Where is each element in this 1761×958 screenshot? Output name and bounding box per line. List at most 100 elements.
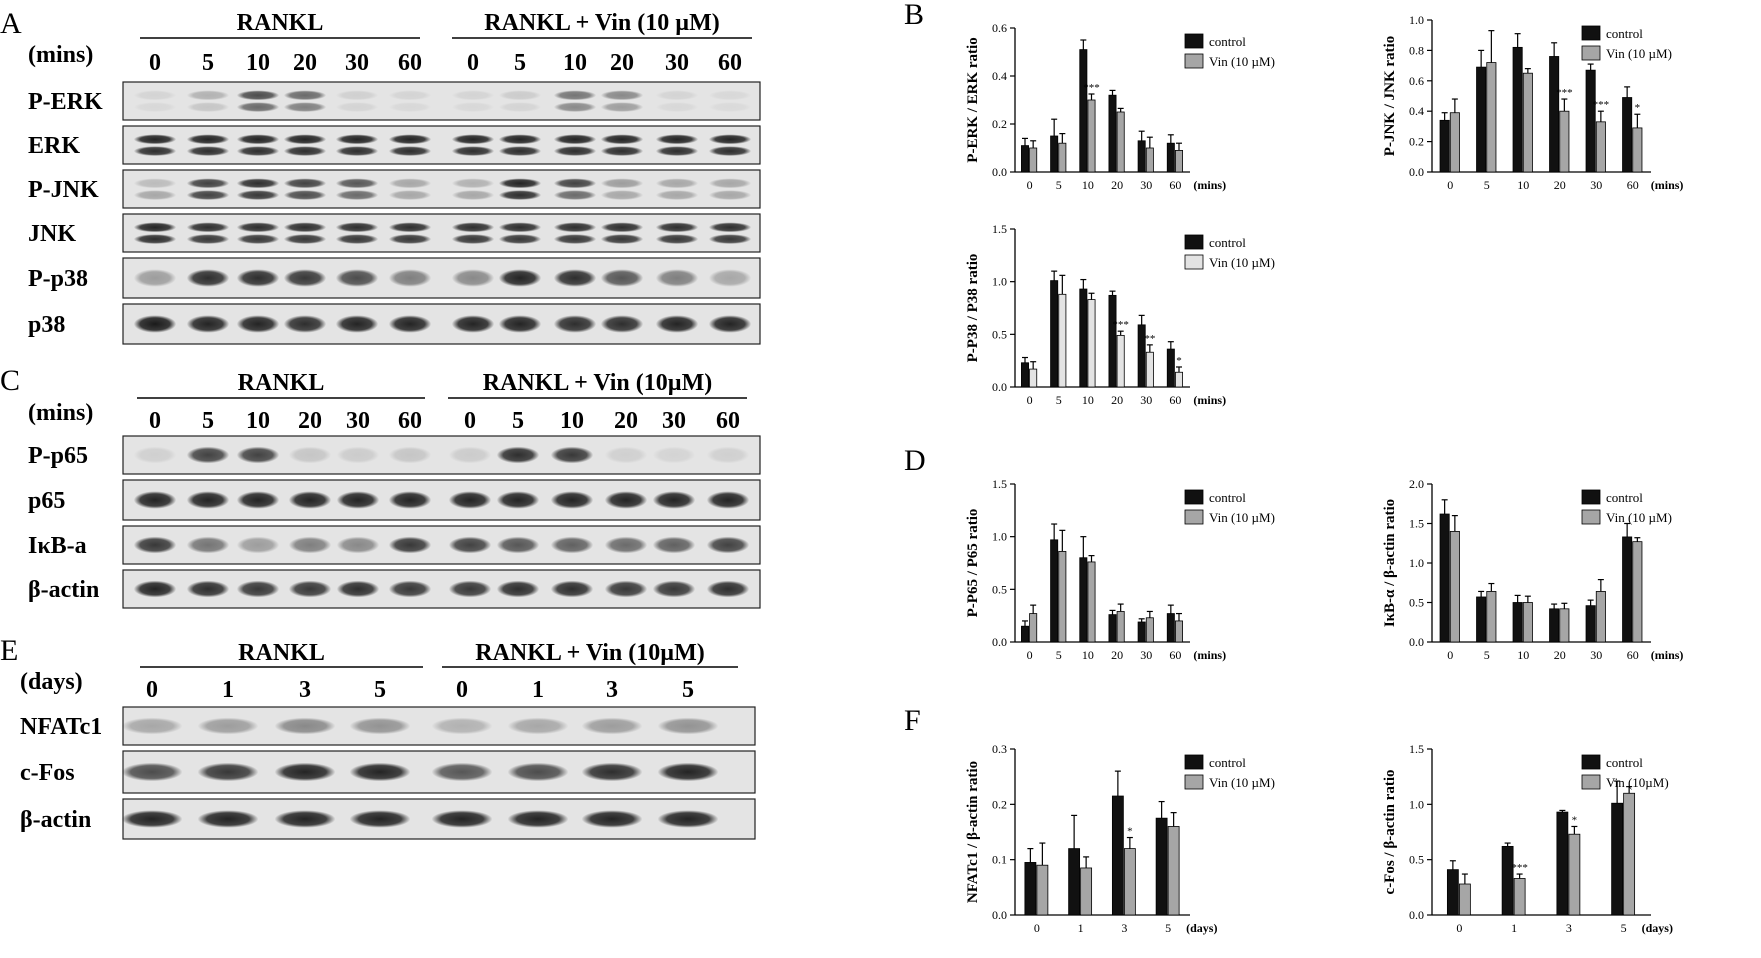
bar-vin	[1087, 99, 1096, 173]
y-tick-label: 1.0	[992, 275, 1007, 289]
x-unit-label: (days)	[1642, 921, 1673, 935]
blot-band	[708, 134, 752, 145]
blot-band	[335, 146, 379, 157]
blot-band	[288, 580, 332, 598]
blot-band	[553, 269, 597, 287]
bar-control	[1108, 294, 1117, 388]
bar-vin	[1116, 111, 1125, 173]
panel-letter-d: D	[904, 444, 926, 477]
blot-band	[133, 146, 177, 157]
blot-band	[133, 491, 177, 509]
x-unit-label: (mins)	[1193, 648, 1226, 662]
blot-band	[236, 190, 280, 201]
y-tick-label: 1.0	[1409, 13, 1424, 27]
blot-band	[133, 222, 177, 233]
blot-band	[600, 269, 644, 287]
blot-band	[655, 178, 699, 189]
chart-body: 0.0 0.1 0.2 0.3 NFATc1 / β-actin ratio 0 1 3 * 5 (…	[965, 742, 1275, 935]
blot-band	[349, 810, 411, 828]
blot-band	[706, 446, 750, 464]
bar-control	[1137, 140, 1146, 173]
blot-band	[388, 134, 432, 145]
blot-band	[388, 146, 432, 157]
blot-band	[553, 102, 597, 113]
lane-time-label: 0	[146, 677, 158, 703]
blot-band	[431, 810, 493, 828]
blot-band	[498, 178, 542, 189]
significance-mark: **	[1144, 333, 1155, 345]
bar-vin	[1029, 613, 1038, 643]
blot-panel-c: RANKL RANKL + Vin (10µM) (mins) 0 5 10 20 30 60 0…	[28, 370, 761, 609]
bar-vin	[1632, 541, 1643, 643]
blot-band	[288, 491, 332, 509]
legend-label: control	[1606, 490, 1643, 505]
blot-band	[600, 234, 644, 245]
bar-vin	[1087, 299, 1096, 388]
blot-band	[388, 234, 432, 245]
blot-band	[655, 102, 699, 113]
significance-mark: ***	[1083, 82, 1100, 94]
blot-band	[197, 717, 259, 735]
blot-row-label: P-ERK	[28, 89, 103, 115]
legend-label: Vin (10 µM)	[1606, 510, 1672, 525]
blot-band	[507, 717, 569, 735]
y-tick-label: 0.0	[992, 635, 1007, 649]
blot-band	[349, 762, 411, 782]
blot-row-label: P-p38	[28, 266, 88, 292]
legend-label: control	[1209, 235, 1246, 250]
bar-control	[1050, 135, 1059, 173]
legend-swatch	[1581, 754, 1601, 770]
blot-band	[451, 102, 495, 113]
x-tick-label: 5	[1484, 178, 1490, 192]
bar-vin	[1116, 334, 1125, 388]
blot-band	[431, 762, 493, 782]
y-tick-label: 0.4	[1409, 104, 1424, 118]
blot-band	[236, 178, 280, 189]
x-tick-label: 5	[1621, 921, 1627, 935]
blot-band	[236, 102, 280, 113]
y-tick-label: 0.6	[992, 21, 1007, 35]
lane-time-label: 0	[456, 677, 468, 703]
blot-band	[236, 222, 280, 233]
bar-control	[1024, 862, 1037, 916]
lane-time-label: 5	[512, 408, 524, 434]
blot-band	[288, 536, 332, 554]
blot-band	[581, 717, 643, 735]
chart-body: 0.0 0.5 1.0 1.5 c-Fos / β-actin ratio 0 1 *** 3 *…	[1382, 742, 1673, 935]
x-tick-label: 5	[1056, 648, 1062, 662]
x-tick-label: 30	[1140, 393, 1152, 407]
blot-band	[335, 269, 379, 287]
x-tick-label: 1	[1511, 921, 1517, 935]
x-tick-label: 30	[1140, 178, 1152, 192]
blot-band	[498, 134, 542, 145]
bar-control	[1556, 811, 1569, 916]
blot-band	[283, 102, 327, 113]
bar-control	[1108, 614, 1117, 643]
blot-band	[388, 90, 432, 101]
x-unit-label: (mins)	[1651, 648, 1684, 662]
legend-swatch	[1581, 509, 1601, 525]
significance-mark: *	[1176, 355, 1182, 367]
blot-band	[336, 446, 380, 464]
x-tick-label: 20	[1111, 178, 1123, 192]
lane-time-label: 60	[398, 50, 422, 76]
blot-band	[553, 90, 597, 101]
y-axis-label: P-JNK / JNK ratio	[1382, 36, 1398, 156]
bar-vin	[1167, 826, 1180, 916]
bar-vin	[1486, 62, 1497, 173]
blot-band	[652, 446, 696, 464]
y-tick-label: 1.0	[1409, 556, 1424, 570]
legend-swatch	[1184, 509, 1204, 525]
chart-ikb-alpha: 0.0 0.5 1.0 1.5 2.0 IκB-α / β-actin ratio 0 5 10…	[1382, 477, 1684, 662]
blot-band	[550, 491, 594, 509]
chart-p-jnk: 0.0 0.2 0.4 0.6 0.8 1.0 P-JNK / JNK ratio 0 5 10 2…	[1382, 13, 1683, 192]
legend-swatch	[1184, 254, 1204, 270]
bar-vin	[1623, 792, 1636, 916]
blot-band	[283, 178, 327, 189]
y-tick-label: 0.2	[992, 797, 1007, 811]
x-tick-label: 0	[1027, 178, 1033, 192]
bar-control	[1611, 802, 1624, 916]
group-label-rankl-vin: RANKL + Vin (10µM)	[475, 640, 705, 666]
